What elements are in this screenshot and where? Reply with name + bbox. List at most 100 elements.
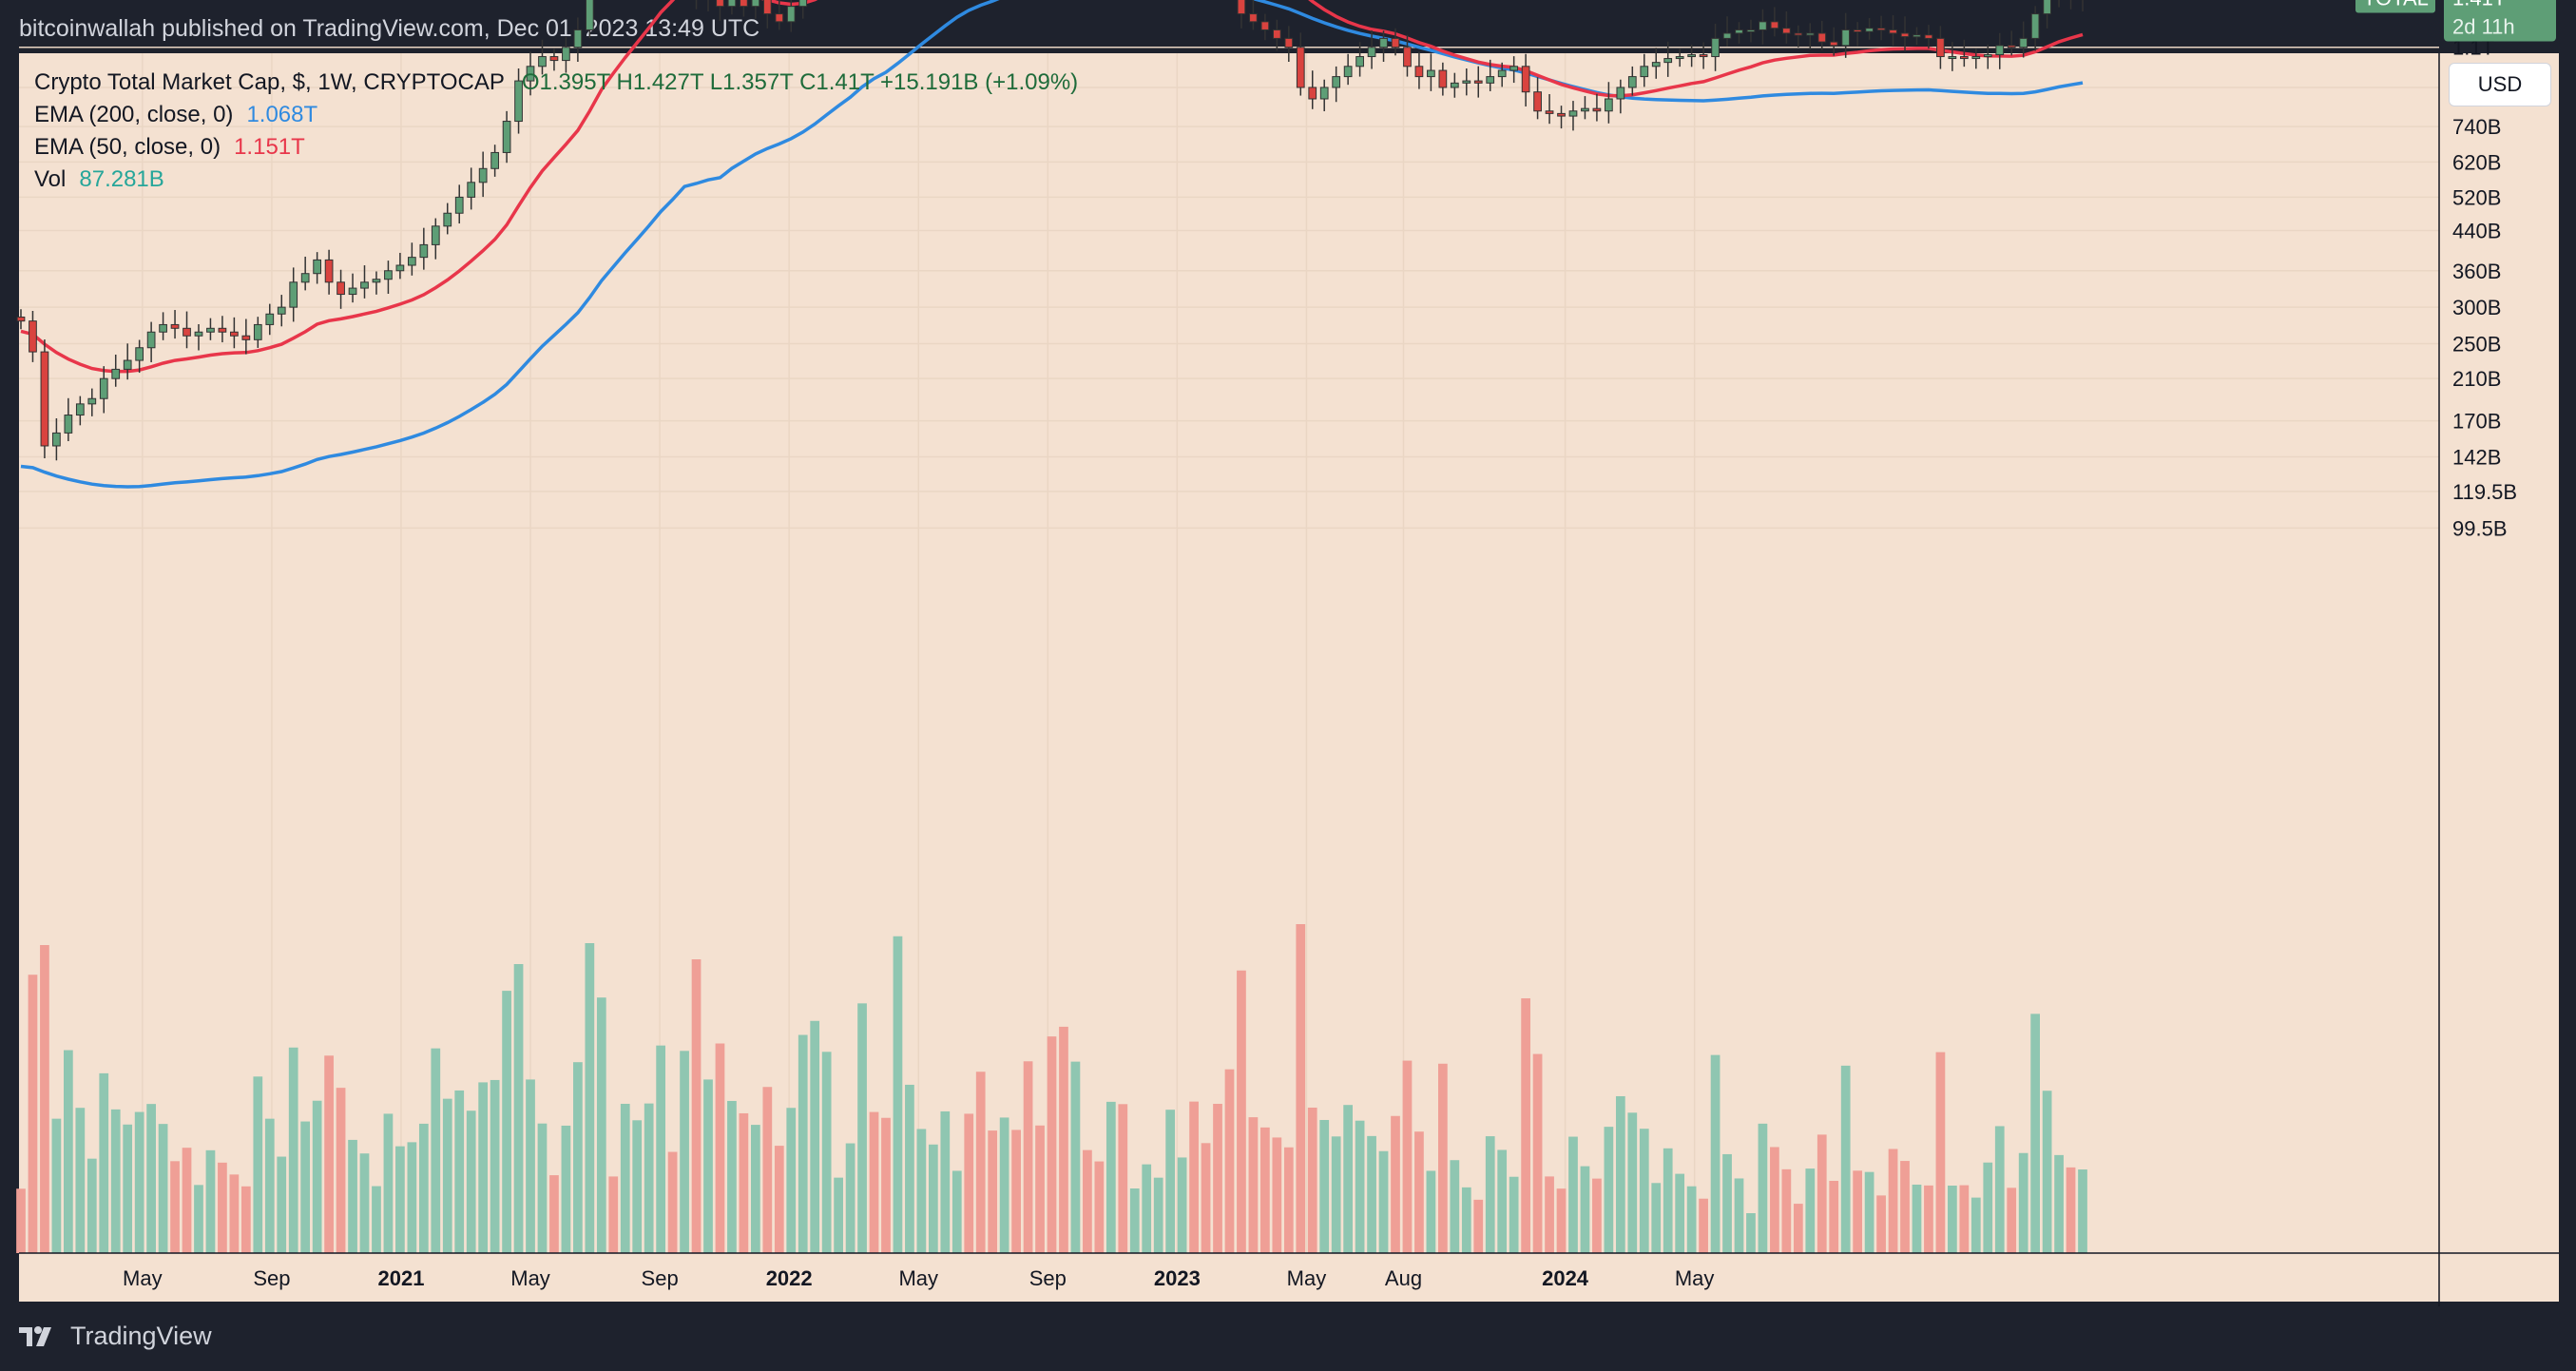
volume-bar — [407, 1142, 417, 1253]
candle — [1545, 110, 1554, 114]
volume-bar — [1970, 1197, 1981, 1253]
volume-bar — [608, 1176, 619, 1253]
candle — [52, 432, 61, 447]
volume-bar — [1367, 1135, 1376, 1253]
volume-bar — [1864, 1171, 1874, 1253]
volume-bar — [881, 1117, 891, 1253]
volume-bar — [667, 1151, 678, 1253]
volume-bar — [1378, 1150, 1389, 1253]
volume-bar — [928, 1144, 938, 1253]
candle — [1759, 21, 1767, 30]
candle — [183, 327, 191, 337]
candle — [1616, 87, 1625, 100]
candle — [1260, 21, 1270, 30]
volume-bar — [999, 1117, 1009, 1253]
time-tick-label: Sep — [1029, 1266, 1067, 1290]
legend-ema200[interactable]: EMA (200, close, 0) 1.068T — [34, 99, 1078, 131]
ema50-line — [20, 0, 2084, 374]
volume-bar — [418, 1123, 429, 1253]
volume-bar — [798, 1034, 808, 1253]
candle — [16, 316, 26, 322]
candle — [1568, 110, 1578, 117]
volume-bar — [810, 1020, 820, 1253]
candle — [289, 281, 298, 308]
price-tick-label: 142B — [2452, 446, 2501, 470]
volume-bar — [1391, 1115, 1400, 1253]
chart-area[interactable] — [19, 53, 2559, 1302]
volume-bar — [573, 1062, 583, 1253]
volume-bars — [16, 924, 2087, 1253]
volume-bar — [1426, 1170, 1436, 1253]
volume-bar — [952, 1170, 962, 1253]
volume-bar — [774, 1146, 784, 1253]
volume-bar — [596, 997, 606, 1253]
candle — [1722, 32, 1732, 39]
volume-bar — [845, 1143, 855, 1253]
candle — [419, 243, 429, 259]
volume-bar — [1414, 1131, 1424, 1253]
candle — [585, 0, 594, 30]
volume-bar — [1177, 1157, 1187, 1253]
candle — [75, 403, 85, 416]
volume-bar — [2018, 1152, 2028, 1253]
candle — [2007, 45, 2016, 48]
time-tick-label: May — [510, 1266, 550, 1290]
volume-bar — [1343, 1105, 1354, 1253]
candle — [1284, 37, 1294, 48]
volume-bar — [680, 1051, 689, 1253]
volume-bar — [1094, 1161, 1105, 1253]
legend-ema50[interactable]: EMA (50, close, 0) 1.151T — [34, 131, 1078, 164]
candle — [1805, 32, 1815, 36]
volume-bar — [1556, 1188, 1567, 1253]
ema200-label: EMA (200, close, 0) — [34, 102, 234, 127]
candle — [218, 327, 227, 333]
volume-bar — [1237, 970, 1246, 1253]
ema200-path — [20, 0, 2084, 489]
candle — [562, 47, 570, 62]
candle — [87, 397, 97, 405]
volume-bar — [1260, 1127, 1270, 1253]
candle — [786, 6, 796, 23]
candle — [194, 331, 203, 337]
volume-bar — [466, 1110, 476, 1253]
candle — [336, 281, 345, 296]
volume-bar — [1829, 1180, 1839, 1253]
candle — [1427, 69, 1435, 78]
volume-bar — [1248, 1117, 1259, 1253]
candle — [1876, 28, 1886, 31]
volume-bar — [395, 1146, 405, 1253]
candle — [1948, 56, 1957, 60]
ema50-label: EMA (50, close, 0) — [34, 134, 221, 160]
volume-bar — [1545, 1176, 1554, 1253]
volume-bar — [1699, 1198, 1708, 1253]
time-tick-label: 2023 — [1154, 1266, 1201, 1290]
volume-bar — [300, 1121, 311, 1253]
volume-bar — [988, 1130, 998, 1253]
volume-bar — [1805, 1168, 1816, 1253]
legend-vol[interactable]: Vol 87.281B — [34, 164, 1078, 196]
tradingview-logo-icon — [19, 1325, 51, 1346]
last-price-label: 1.41T — [2452, 0, 2506, 10]
time-tick-label: May — [1675, 1266, 1715, 1290]
volume-bar — [478, 1082, 489, 1253]
volume-bar — [1840, 1065, 1851, 1253]
candle — [1308, 87, 1317, 100]
volume-bar — [1497, 1149, 1508, 1253]
volume-bar — [1663, 1148, 1673, 1253]
candle — [1794, 32, 1803, 36]
candle — [324, 259, 334, 283]
volume-bar — [312, 1100, 322, 1253]
currency-button[interactable]: USD — [2449, 63, 2551, 106]
time-tick-label: 2021 — [377, 1266, 424, 1290]
candle — [1509, 66, 1519, 71]
volume-bar — [146, 1104, 156, 1253]
volume-bar — [383, 1113, 394, 1253]
brand-name[interactable]: TradingView — [70, 1322, 212, 1350]
volume-bar — [87, 1158, 97, 1253]
legend-title-row: Crypto Total Market Cap, $, 1W, CRYPTOCA… — [34, 67, 1078, 99]
candle — [514, 80, 523, 123]
volume-bar — [1627, 1112, 1638, 1253]
symbol-tag — [2355, 0, 2435, 13]
volume-bar — [1983, 1162, 1993, 1253]
candle — [1865, 28, 1874, 32]
